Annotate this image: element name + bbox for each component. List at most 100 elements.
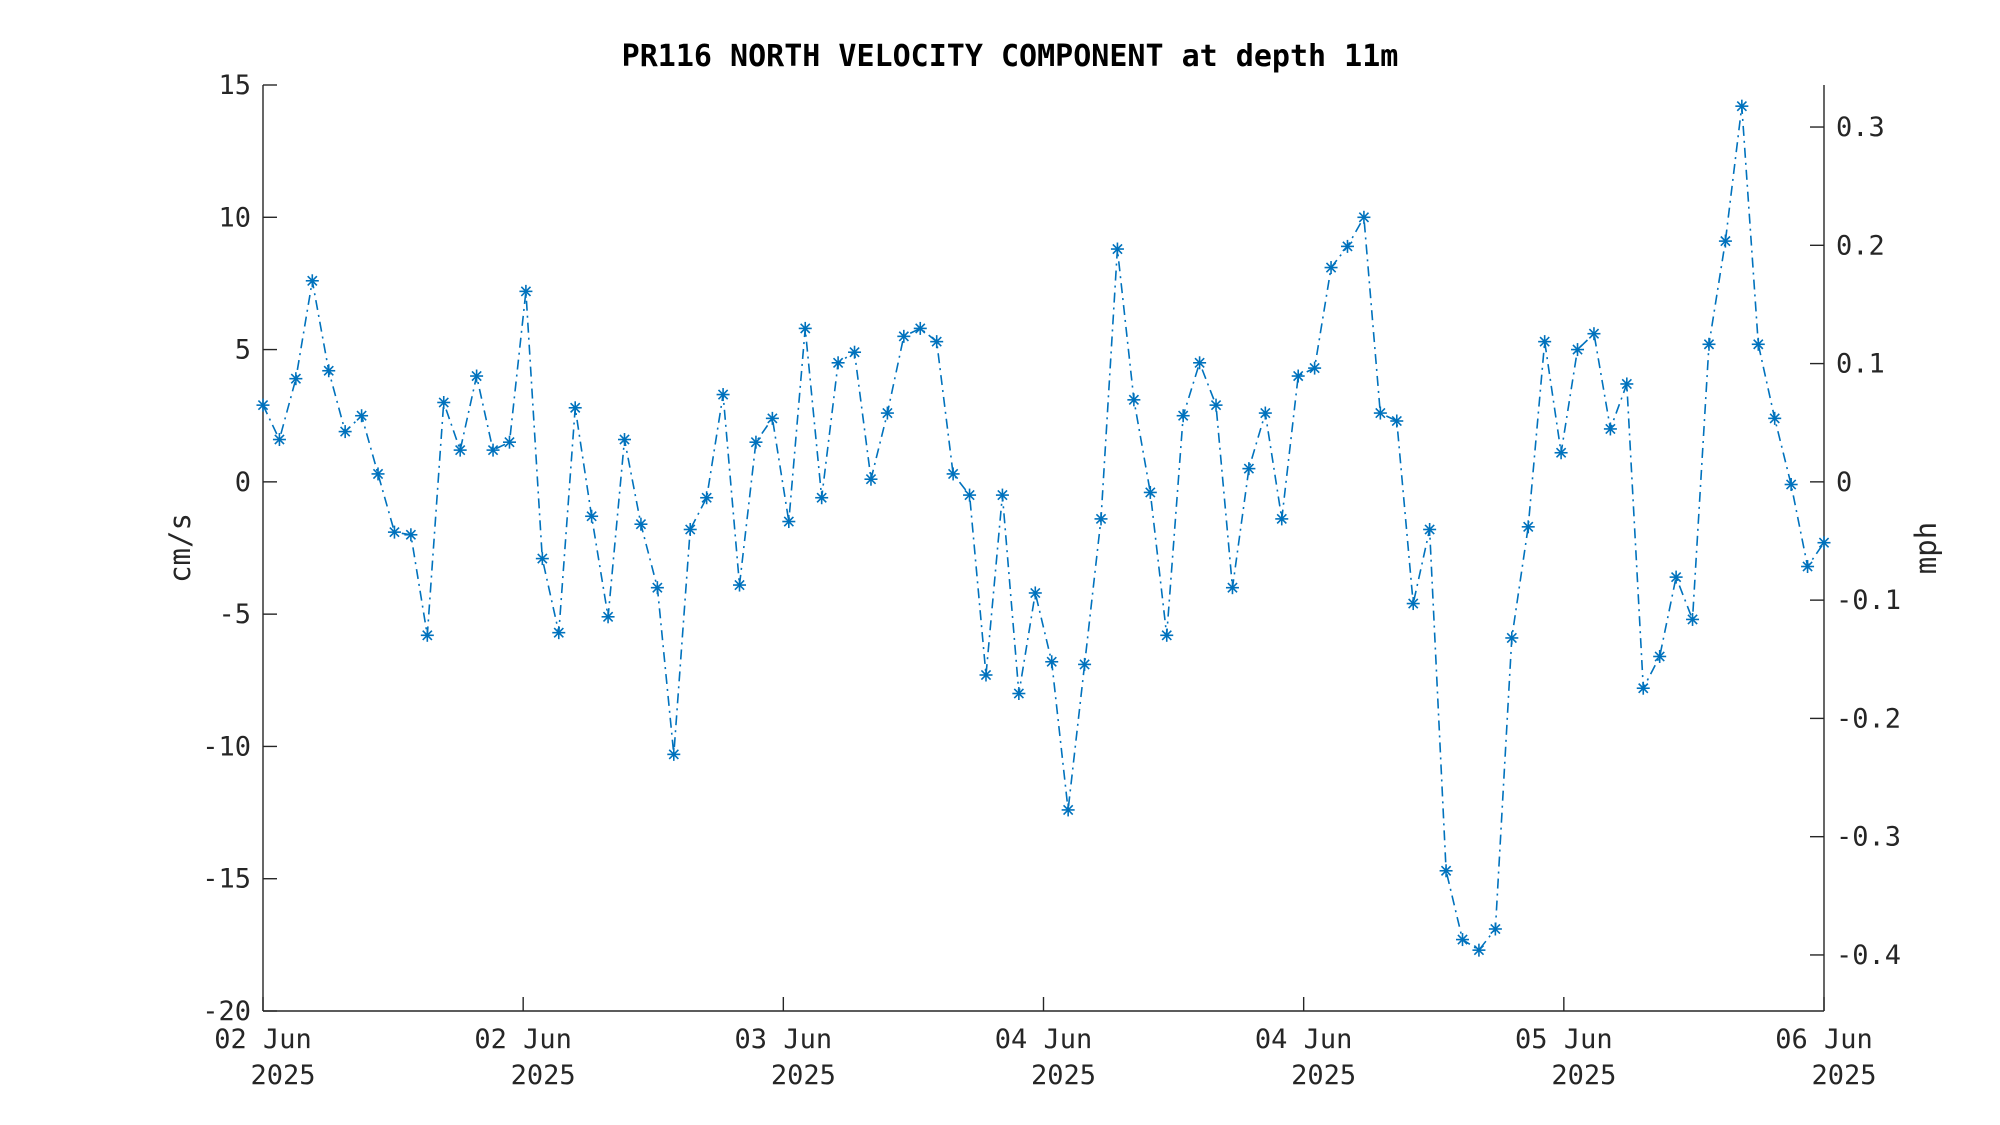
- data-point: [1340, 239, 1354, 253]
- data-point: [683, 522, 697, 536]
- data-point: [322, 364, 336, 378]
- data-point: [486, 443, 500, 457]
- data-point: [749, 435, 763, 449]
- data-point: [1505, 631, 1519, 645]
- data-point: [1768, 411, 1782, 425]
- data-point: [1406, 597, 1420, 611]
- data-point: [568, 401, 582, 415]
- data-point: [716, 388, 730, 402]
- data-point: [1209, 398, 1223, 412]
- x-tick-label-day: 05 Jun: [1515, 1024, 1613, 1055]
- data-point: [963, 488, 977, 502]
- data-point: [1735, 99, 1749, 113]
- data-point: [1817, 536, 1831, 550]
- data-point: [831, 356, 845, 370]
- data-point: [1488, 922, 1502, 936]
- left-y-ticks: 15 10 5 0 -5 -10 -15 -20: [202, 70, 277, 1027]
- x-tick-label-year: 2025: [771, 1060, 836, 1091]
- data-point: [1702, 337, 1716, 351]
- data-point: [1620, 377, 1634, 391]
- x-tick-label-day: 03 Jun: [735, 1024, 833, 1055]
- data-point: [995, 488, 1009, 502]
- data-point: [1324, 261, 1338, 275]
- data-point: [700, 491, 714, 505]
- data-point: [338, 425, 352, 439]
- data-point: [1571, 343, 1585, 357]
- x-tick-label-year: 2025: [1811, 1060, 1876, 1091]
- data-point: [864, 472, 878, 486]
- y-tick-label: -20: [202, 996, 251, 1027]
- y2-tick-label: 0.3: [1836, 112, 1885, 143]
- data-point: [913, 321, 927, 335]
- data-point: [979, 668, 993, 682]
- data-point: [1472, 943, 1486, 957]
- x-tick-label-day: 04 Jun: [1255, 1024, 1353, 1055]
- data-point: [272, 433, 286, 447]
- y2-tick-label: 0.1: [1836, 349, 1885, 380]
- data-point: [1012, 687, 1026, 701]
- y-tick-label: 15: [218, 70, 251, 101]
- data-point: [552, 626, 566, 640]
- data-point: [1587, 327, 1601, 341]
- y2-tick-label: -0.3: [1836, 822, 1901, 853]
- y-axis-label-right: mph: [1909, 522, 1943, 574]
- x-tick-label-year: 2025: [1291, 1060, 1356, 1091]
- data-point: [1390, 414, 1404, 428]
- data-point: [848, 345, 862, 359]
- data-point: [1078, 657, 1092, 671]
- data-point: [1225, 581, 1239, 595]
- y-tick-label: -15: [202, 864, 251, 895]
- data-point: [535, 552, 549, 566]
- data-point: [519, 284, 533, 298]
- data-point: [305, 274, 319, 288]
- data-point: [1045, 655, 1059, 669]
- data-point: [1176, 409, 1190, 423]
- x-tick-label-year: 2025: [511, 1060, 576, 1091]
- data-point: [404, 528, 418, 542]
- x-tick-label-year: 2025: [1031, 1060, 1096, 1091]
- data-point: [420, 628, 434, 642]
- data-point: [1554, 446, 1568, 460]
- data-point: [634, 517, 648, 531]
- data-point: [1751, 337, 1765, 351]
- data-point: [1258, 406, 1272, 420]
- data-point: [880, 406, 894, 420]
- data-point: [1521, 520, 1535, 534]
- data-point: [782, 515, 796, 529]
- data-point: [470, 369, 484, 383]
- data-point: [1718, 234, 1732, 248]
- data-point: [1538, 335, 1552, 349]
- x-tick-label-day: 02 Jun: [474, 1024, 572, 1055]
- x-tick-label-day: 02 Jun: [214, 1024, 312, 1055]
- chart-title: PR116 NORTH VELOCITY COMPONENT at depth …: [622, 39, 1399, 74]
- y-tick-label: 5: [235, 335, 251, 366]
- data-point: [1784, 478, 1798, 492]
- data-point: [1603, 422, 1617, 436]
- data-point: [897, 329, 911, 343]
- data-point: [1357, 210, 1371, 224]
- data-point: [387, 525, 401, 539]
- data-point: [1242, 462, 1256, 476]
- data-point: [617, 433, 631, 447]
- y2-tick-label: -0.2: [1836, 703, 1901, 734]
- series-north-velocity: [256, 99, 1831, 957]
- data-point: [815, 491, 829, 505]
- data-point: [289, 372, 303, 386]
- data-point: [1061, 803, 1075, 817]
- x-tick-label-year: 2025: [1551, 1060, 1616, 1091]
- data-point: [256, 398, 270, 412]
- data-point: [371, 467, 385, 481]
- x-tick-label-year: 2025: [250, 1060, 315, 1091]
- data-point: [1143, 485, 1157, 499]
- data-point: [1275, 512, 1289, 526]
- data-point: [667, 747, 681, 761]
- data-point: [1308, 361, 1322, 375]
- y2-tick-label: -0.4: [1836, 940, 1901, 971]
- data-point: [1653, 649, 1667, 663]
- x-tick-label-day: 04 Jun: [995, 1024, 1093, 1055]
- data-point: [1423, 522, 1437, 536]
- data-point: [1028, 586, 1042, 600]
- data-point: [946, 467, 960, 481]
- data-point: [355, 409, 369, 423]
